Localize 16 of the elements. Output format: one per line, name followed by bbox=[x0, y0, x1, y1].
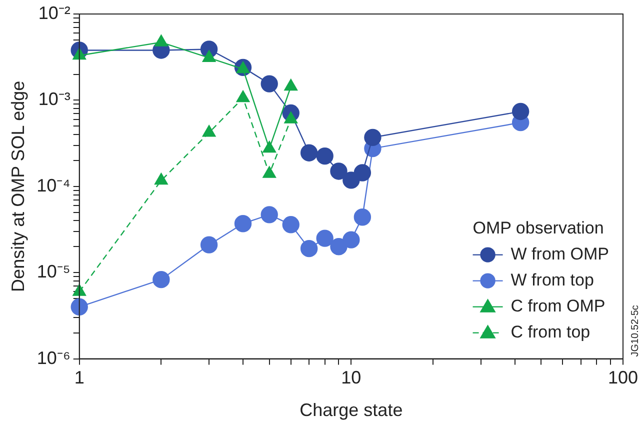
legend-label: C from OMP bbox=[510, 296, 606, 316]
legend-label: W from top bbox=[510, 270, 594, 290]
x-tick-label: 10 bbox=[341, 368, 362, 388]
y-tick-label: 10⁻⁶ bbox=[36, 348, 70, 368]
text: JG10.52-5c bbox=[630, 305, 641, 357]
y-tick-label: 10⁻² bbox=[38, 2, 70, 23]
y-tick-label: 10⁻⁵ bbox=[36, 262, 70, 282]
x-tick-label: 1 bbox=[74, 368, 84, 388]
legend-label: W from OMP bbox=[510, 244, 610, 264]
y-axis-title: Density at OMP SOL edge bbox=[8, 80, 28, 292]
y-tick-label: 10⁻³ bbox=[38, 89, 70, 110]
y-tick-label: 10⁻⁴ bbox=[36, 175, 70, 196]
x-tick-label: 100 bbox=[608, 368, 638, 388]
x-axis-title: Charge state bbox=[300, 400, 403, 420]
legend-title: OMP observation bbox=[472, 218, 604, 238]
legend-label: C from top bbox=[510, 322, 590, 342]
